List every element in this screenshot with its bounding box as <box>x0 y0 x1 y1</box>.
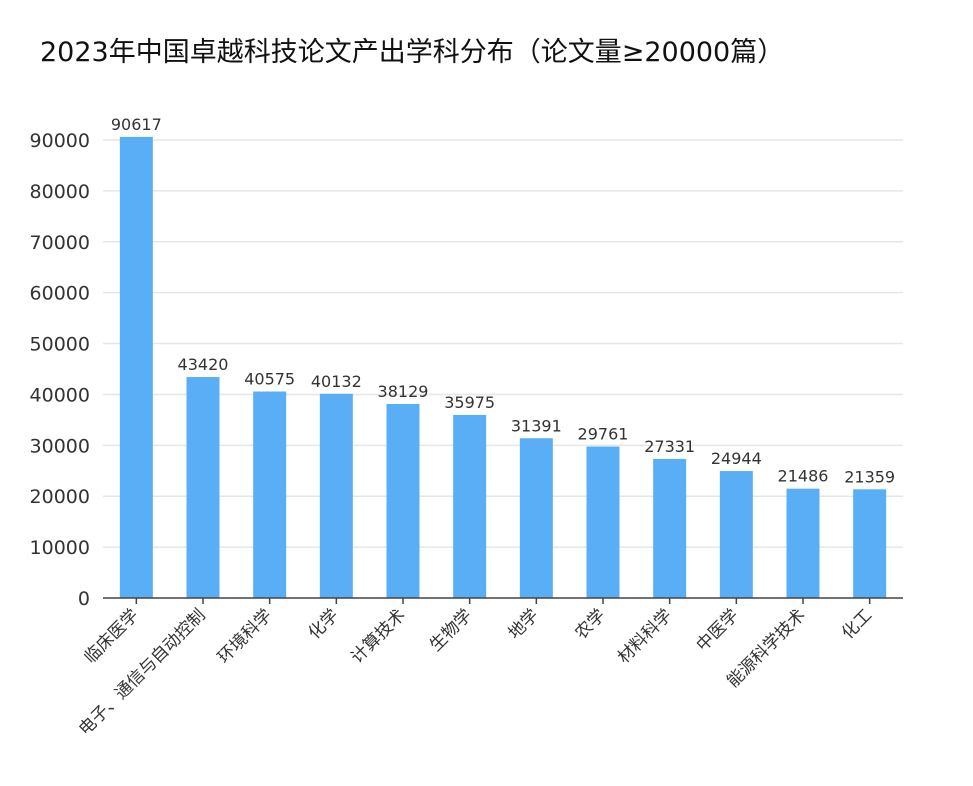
x-category-label: 化学 <box>305 605 343 643</box>
y-tick-label: 60000 <box>30 283 90 305</box>
y-tick-label: 30000 <box>30 435 90 457</box>
data-label: 35975 <box>444 393 495 412</box>
chart-title: 2023年中国卓越科技论文产出学科分布（论文量≥20000篇） <box>40 37 785 68</box>
data-label: 29761 <box>578 425 629 444</box>
x-category-label: 材料科学 <box>614 605 676 667</box>
bars <box>119 136 887 598</box>
y-tick-label: 80000 <box>30 181 90 203</box>
bar <box>586 446 620 598</box>
data-label: 43420 <box>178 355 229 374</box>
x-category-label: 环境科学 <box>214 605 276 667</box>
x-category-label: 计算技术 <box>347 605 409 667</box>
y-tick-label: 10000 <box>30 537 90 559</box>
bar <box>386 403 420 598</box>
data-labels: 90617 43420 40575 40132 38129 35975 31391 29761… <box>111 115 895 486</box>
bar <box>319 393 353 598</box>
x-category-label: 中医学 <box>693 605 743 655</box>
y-tick-label: 40000 <box>30 384 90 406</box>
data-label: 27331 <box>644 437 695 456</box>
data-label: 40575 <box>244 370 295 389</box>
bar <box>853 489 887 598</box>
y-tick-label: 20000 <box>30 486 90 508</box>
bar <box>253 391 287 598</box>
grid-lines <box>103 139 903 548</box>
y-tick-label: 50000 <box>30 334 90 356</box>
x-category-label: 电子、通信与自动控制 <box>75 605 209 739</box>
data-label: 31391 <box>511 416 562 435</box>
bar <box>653 458 687 598</box>
x-category-label: 临床医学 <box>81 605 143 667</box>
data-label: 21486 <box>778 467 829 486</box>
bar <box>186 377 220 598</box>
y-tick-label: 90000 <box>30 130 90 152</box>
bar <box>519 438 553 598</box>
data-label: 21359 <box>844 467 895 486</box>
y-tick-label: 0 <box>78 588 90 610</box>
bar <box>119 136 153 598</box>
data-label: 24944 <box>711 449 762 468</box>
bar <box>453 414 487 598</box>
y-tick-label: 70000 <box>30 232 90 254</box>
y-axis-ticks: 0 10000 20000 30000 40000 50000 60000 70000 8000… <box>30 130 90 610</box>
data-label: 40132 <box>311 372 362 391</box>
x-category-label: 地学 <box>505 605 543 643</box>
x-category-label: 农学 <box>571 605 609 643</box>
x-category-label: 化工 <box>838 605 876 643</box>
x-category-label: 生物学 <box>426 605 476 655</box>
data-label: 38129 <box>378 382 429 401</box>
bar <box>786 488 820 598</box>
bar <box>719 471 753 598</box>
data-label: 90617 <box>111 115 162 134</box>
